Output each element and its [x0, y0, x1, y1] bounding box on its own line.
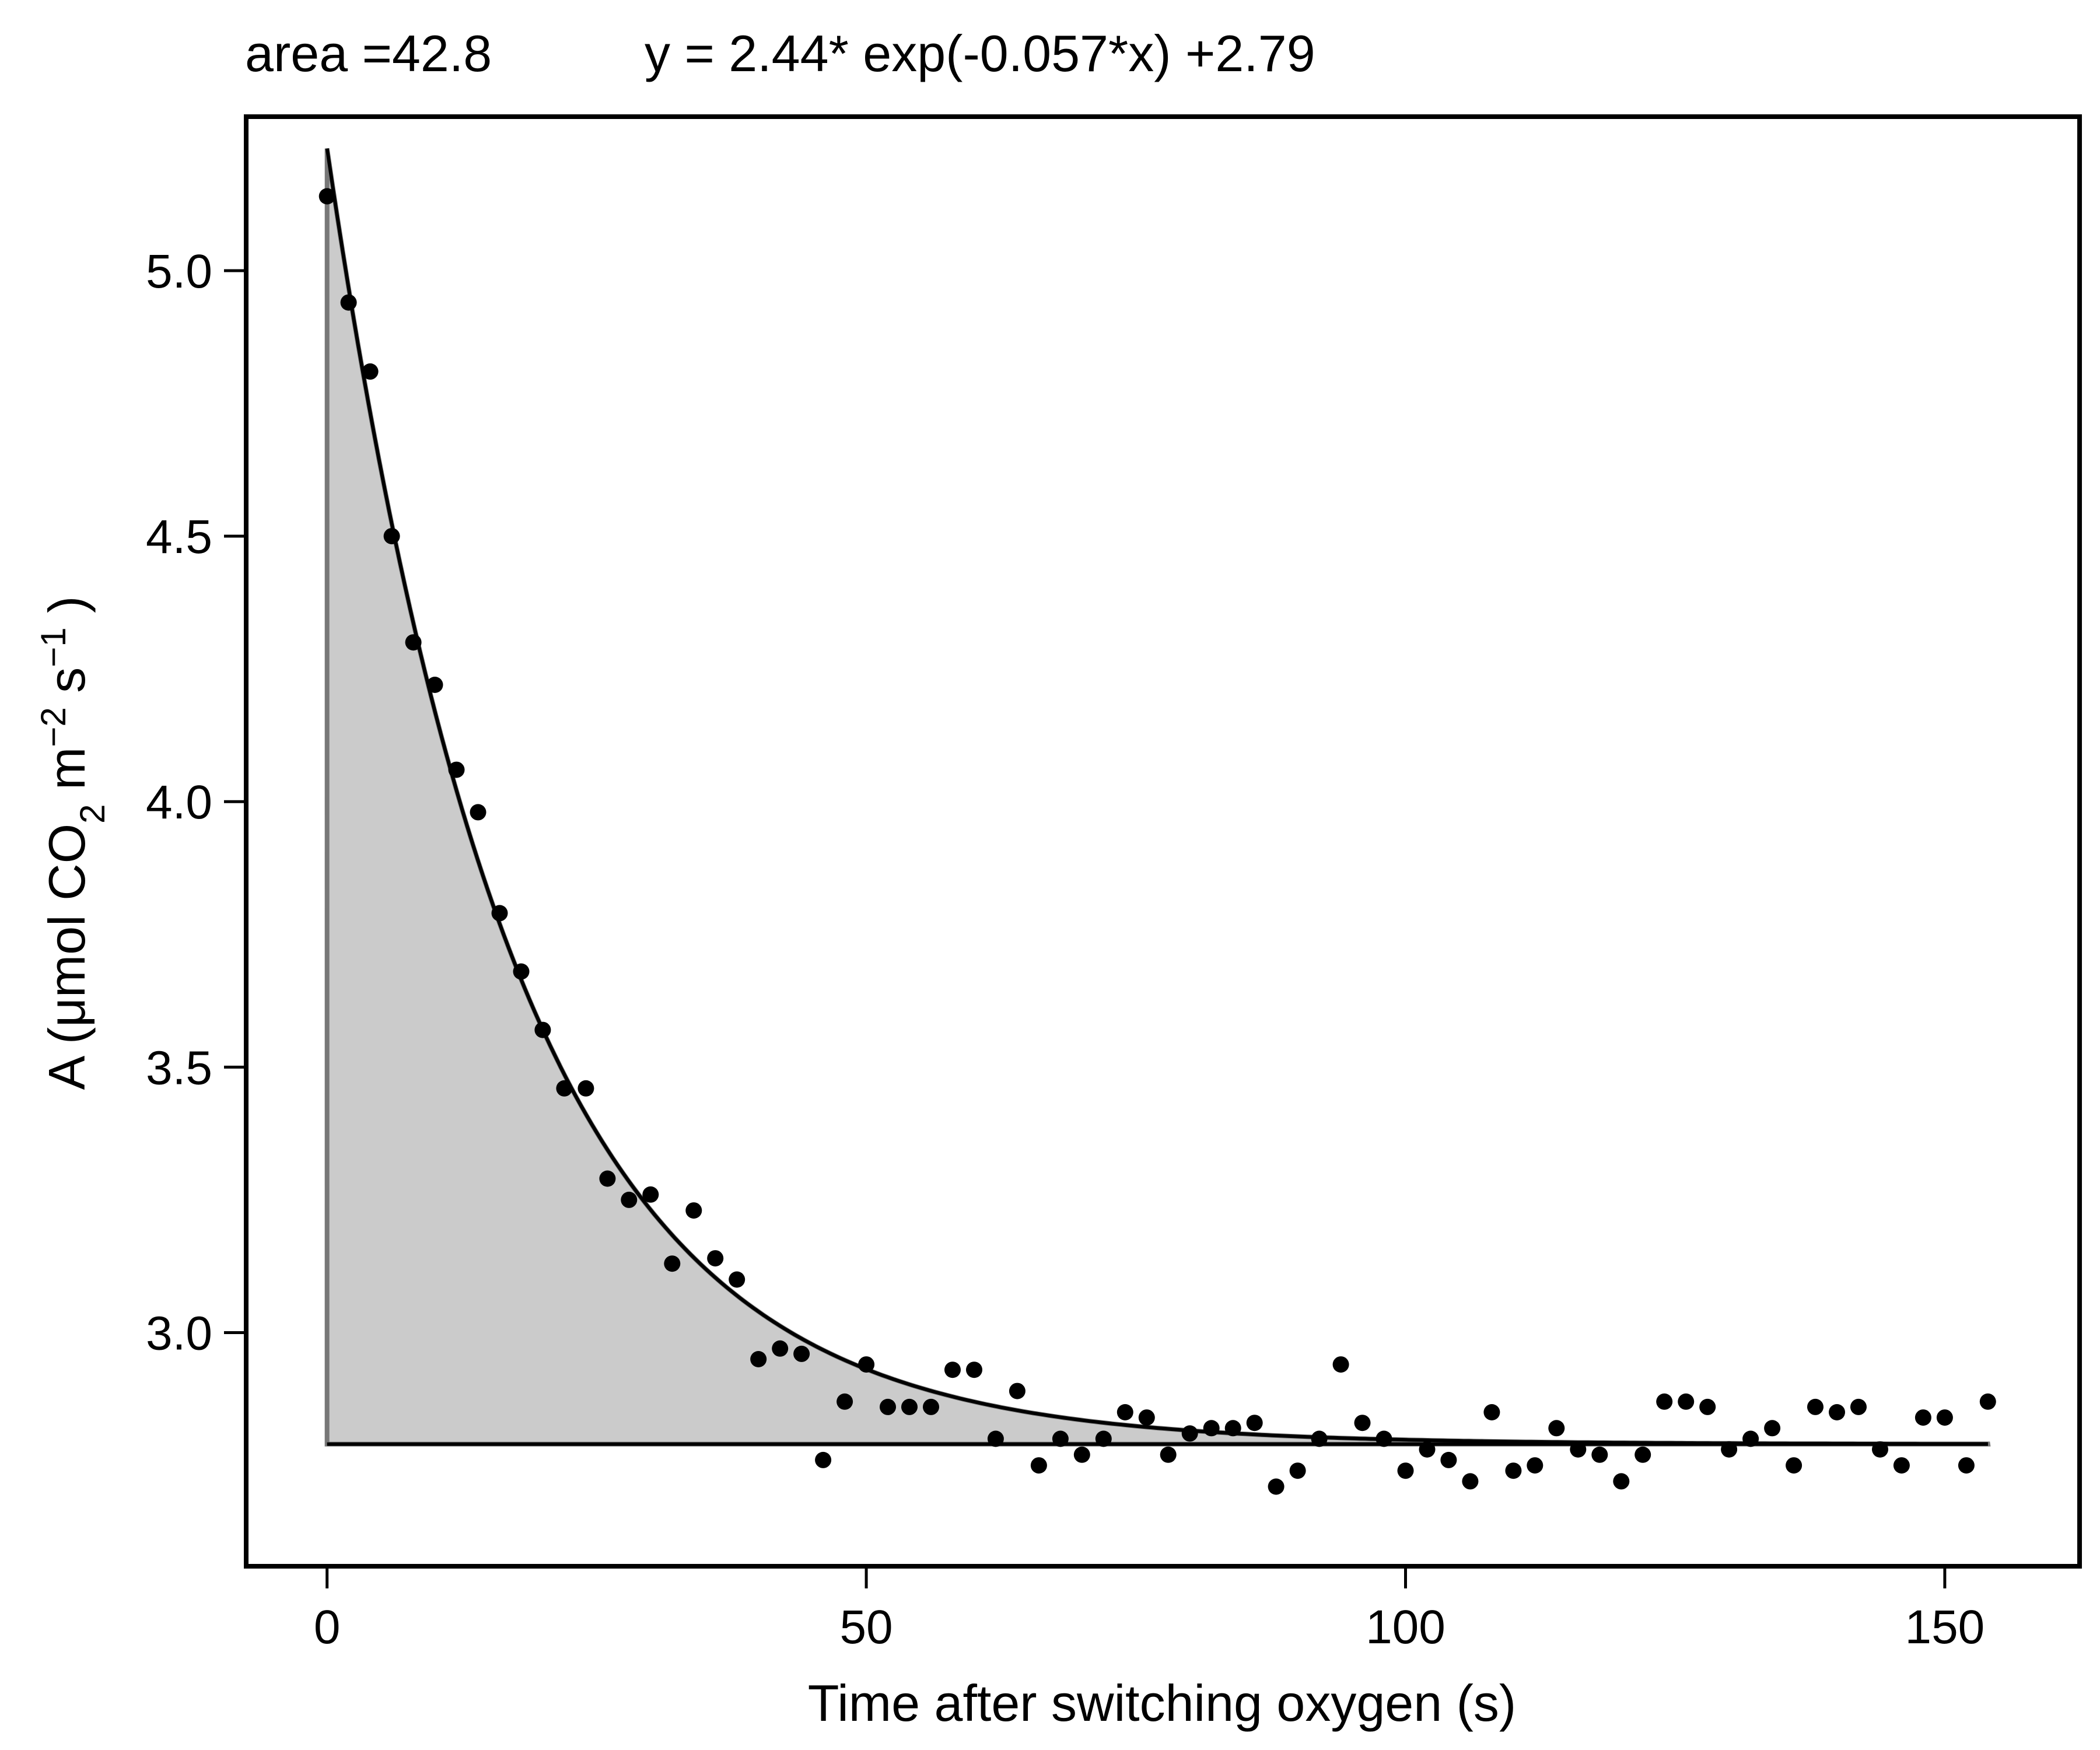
data-point	[858, 1356, 875, 1373]
data-point	[966, 1362, 982, 1378]
data-point	[491, 905, 508, 922]
data-point	[621, 1191, 638, 1208]
data-point	[1160, 1446, 1177, 1463]
data-point	[1678, 1393, 1695, 1410]
data-point	[880, 1398, 896, 1415]
plot-frame	[244, 114, 2082, 1569]
data-point	[1807, 1398, 1824, 1415]
data-point	[707, 1250, 724, 1267]
data-point	[1936, 1409, 1953, 1426]
data-point	[1656, 1393, 1673, 1410]
data-point	[1786, 1457, 1803, 1474]
y-tick-label: 3.0	[146, 1307, 212, 1360]
data-point	[923, 1398, 939, 1415]
data-point	[750, 1351, 767, 1367]
data-point	[1246, 1415, 1263, 1432]
data-point	[901, 1398, 918, 1415]
data-point	[1505, 1462, 1522, 1479]
data-point	[1548, 1420, 1565, 1437]
data-point	[1915, 1409, 1931, 1426]
data-point	[664, 1255, 681, 1272]
data-point	[1052, 1430, 1069, 1447]
data-point	[1203, 1420, 1220, 1437]
data-point	[1376, 1430, 1392, 1447]
data-point	[685, 1202, 702, 1219]
data-point	[836, 1393, 853, 1410]
data-point	[448, 761, 465, 778]
data-point	[1289, 1462, 1306, 1479]
data-point	[1850, 1398, 1867, 1415]
data-point	[987, 1430, 1004, 1447]
plot-area	[318, 148, 1996, 1495]
data-point	[642, 1186, 659, 1203]
data-point	[1829, 1404, 1845, 1420]
fit-equation: y = 2.44* exp(-0.057*x) +2.79	[645, 24, 1315, 82]
y-tick-label: 4.0	[146, 776, 212, 829]
x-axis-title: Time after switching oxygen (s)	[808, 1674, 1516, 1732]
data-point	[599, 1170, 616, 1187]
y-axis-ticks: 3.0 3.5 4.0 4.5 5.0	[146, 245, 246, 1360]
data-point	[793, 1345, 810, 1362]
data-point	[1181, 1425, 1198, 1442]
area-annotation: area =42.8	[245, 24, 492, 82]
y-axis-title: A (μmol CO2 m−2 s−1 )	[34, 596, 112, 1090]
data-point	[1311, 1430, 1328, 1447]
data-points	[318, 188, 1996, 1495]
data-point	[1073, 1446, 1090, 1463]
x-tick-label: 0	[314, 1601, 341, 1654]
area-under-curve	[324, 148, 1991, 1447]
data-point	[1440, 1451, 1457, 1468]
data-point	[1591, 1446, 1608, 1463]
data-point	[513, 963, 530, 980]
data-point	[1095, 1430, 1112, 1447]
data-point	[1958, 1457, 1975, 1474]
data-point	[556, 1080, 573, 1097]
data-point	[426, 677, 443, 693]
data-point	[815, 1451, 832, 1468]
data-point	[1742, 1430, 1759, 1447]
data-point	[1030, 1457, 1047, 1474]
data-point	[1354, 1415, 1371, 1432]
data-point	[1332, 1356, 1349, 1373]
data-point	[1224, 1420, 1241, 1437]
x-tick-label: 150	[1905, 1601, 1985, 1654]
data-point	[1397, 1462, 1414, 1479]
data-point	[1138, 1409, 1155, 1426]
data-point	[1483, 1404, 1500, 1420]
data-point	[1699, 1398, 1716, 1415]
x-tick-label: 50	[839, 1601, 892, 1654]
y-tick-label: 4.5	[146, 510, 212, 564]
data-point	[729, 1271, 746, 1288]
data-point	[1462, 1473, 1479, 1490]
y-tick-label: 5.0	[146, 245, 212, 298]
x-tick-label: 100	[1366, 1601, 1446, 1654]
data-point	[1872, 1441, 1888, 1458]
y-tick-label: 3.5	[146, 1041, 212, 1094]
data-point	[1893, 1457, 1910, 1474]
data-point	[383, 528, 400, 545]
data-point	[470, 804, 487, 821]
data-point	[362, 363, 379, 380]
x-axis-ticks: 0 50 100 150	[314, 1566, 1985, 1654]
data-point	[1634, 1446, 1651, 1463]
data-point	[1527, 1457, 1544, 1474]
data-point	[1979, 1393, 1996, 1410]
data-point	[1764, 1420, 1781, 1437]
data-point	[944, 1362, 961, 1378]
data-point	[772, 1340, 789, 1357]
data-point	[534, 1021, 551, 1038]
data-point	[578, 1080, 594, 1097]
data-point	[1570, 1441, 1587, 1458]
data-point	[1268, 1478, 1284, 1495]
data-point	[1419, 1441, 1436, 1458]
data-point	[318, 188, 335, 205]
data-point	[1116, 1404, 1133, 1420]
data-point	[340, 294, 357, 311]
data-point	[405, 634, 422, 651]
data-point	[1613, 1473, 1630, 1490]
data-point	[1721, 1441, 1738, 1458]
data-point	[1009, 1382, 1026, 1399]
fit-curve	[325, 148, 1988, 1446]
